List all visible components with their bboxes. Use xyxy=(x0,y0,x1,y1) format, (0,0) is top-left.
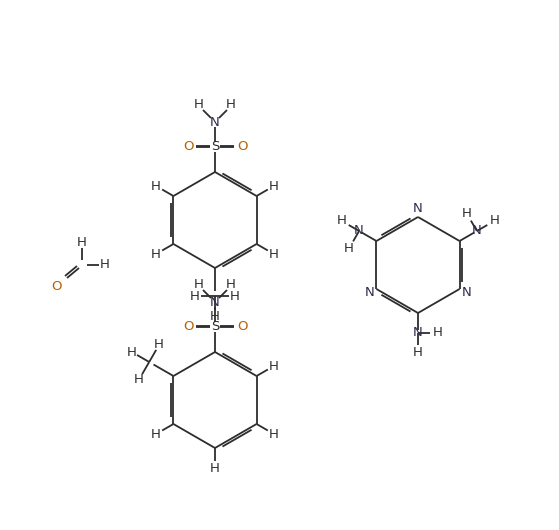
Text: H: H xyxy=(190,289,200,303)
Text: N: N xyxy=(210,116,220,128)
Text: H: H xyxy=(127,346,137,358)
Text: H: H xyxy=(154,338,164,351)
Text: H: H xyxy=(226,278,236,292)
Text: H: H xyxy=(151,248,161,261)
Text: H: H xyxy=(269,248,279,261)
Text: H: H xyxy=(462,207,472,220)
Text: O: O xyxy=(237,140,247,154)
Text: O: O xyxy=(237,321,247,333)
Text: H: H xyxy=(230,289,240,303)
Text: H: H xyxy=(77,235,87,249)
Text: N: N xyxy=(462,287,471,299)
Text: H: H xyxy=(344,242,354,255)
Text: H: H xyxy=(269,180,279,192)
Text: H: H xyxy=(210,310,220,322)
Text: O: O xyxy=(183,321,193,333)
Text: H: H xyxy=(134,373,144,386)
Text: H: H xyxy=(100,259,110,271)
Text: N: N xyxy=(364,287,375,299)
Text: O: O xyxy=(52,279,62,293)
Text: N: N xyxy=(472,225,482,237)
Text: H: H xyxy=(226,99,236,111)
Text: S: S xyxy=(211,140,219,154)
Text: H: H xyxy=(269,428,279,440)
Text: H: H xyxy=(194,278,204,292)
Text: S: S xyxy=(211,321,219,333)
Text: H: H xyxy=(489,215,499,227)
Text: H: H xyxy=(337,215,347,227)
Text: H: H xyxy=(151,428,161,440)
Text: H: H xyxy=(269,359,279,373)
Text: H: H xyxy=(151,180,161,192)
Text: H: H xyxy=(433,326,443,340)
Text: H: H xyxy=(210,462,220,474)
Text: N: N xyxy=(413,326,423,340)
Text: H: H xyxy=(413,347,423,359)
Text: O: O xyxy=(183,140,193,154)
Text: H: H xyxy=(194,99,204,111)
Text: N: N xyxy=(413,202,423,216)
Text: N: N xyxy=(354,225,364,237)
Text: N: N xyxy=(210,296,220,308)
